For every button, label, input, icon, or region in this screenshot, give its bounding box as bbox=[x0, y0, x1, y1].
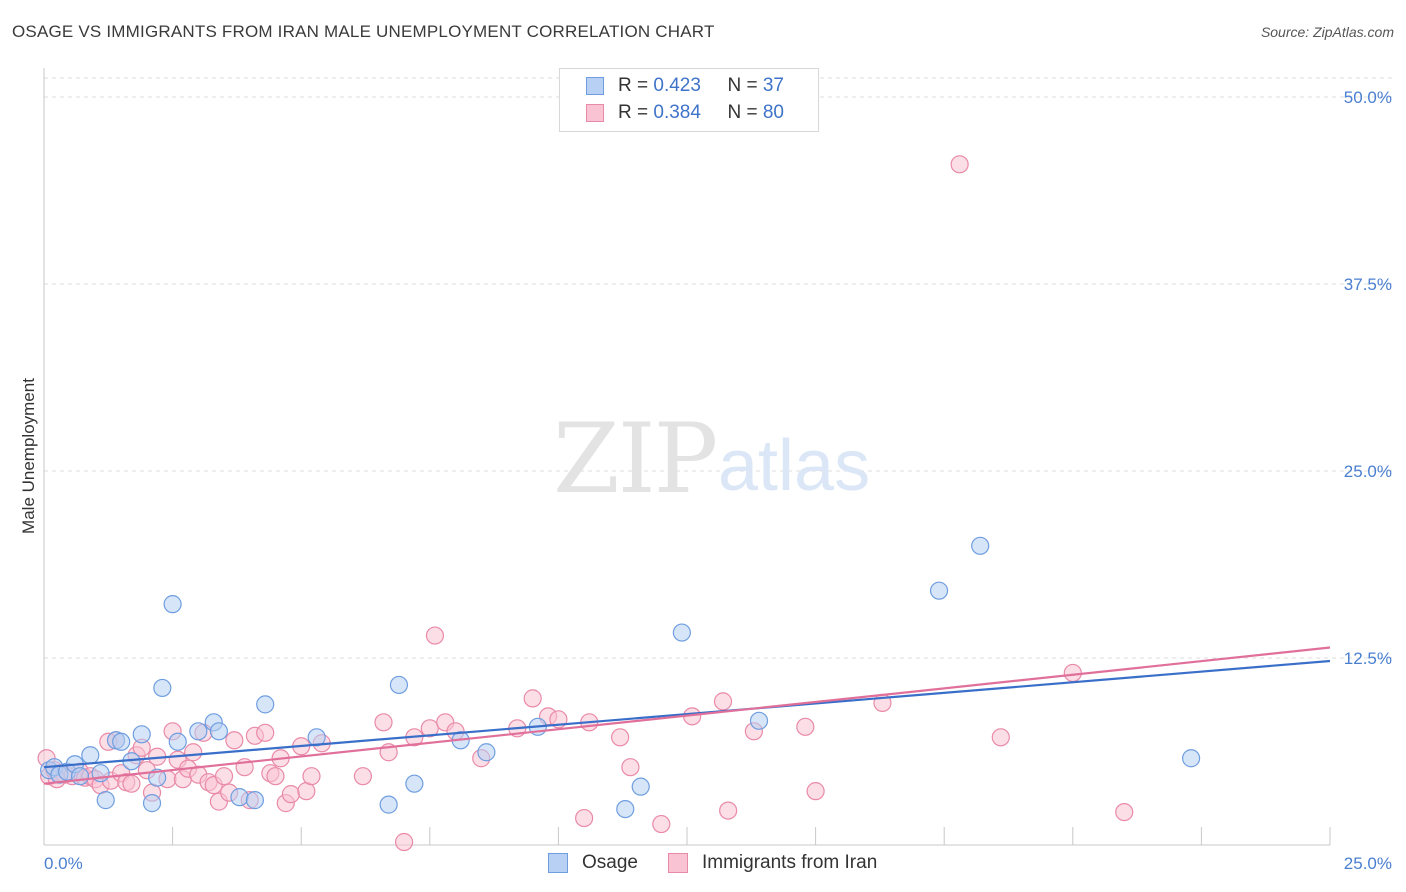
osage-point bbox=[631, 777, 650, 796]
osage-point bbox=[477, 743, 496, 762]
osage-n-value: 37 bbox=[762, 75, 784, 96]
watermark-zip: ZIP bbox=[553, 403, 716, 515]
iran-point bbox=[713, 692, 733, 711]
iran-point bbox=[523, 689, 542, 708]
iran-legend-swatch bbox=[668, 853, 688, 873]
iran-point bbox=[184, 743, 203, 762]
osage-point bbox=[163, 595, 182, 614]
osage-point bbox=[230, 788, 249, 807]
y-tick-label: 12.5% bbox=[1344, 649, 1392, 668]
iran-point bbox=[425, 626, 445, 645]
iran-point bbox=[420, 719, 439, 738]
osage-r-label: R = bbox=[618, 75, 654, 96]
y-tick-label: 50.0% bbox=[1344, 88, 1392, 107]
osage-point bbox=[96, 791, 115, 810]
iran-point bbox=[652, 814, 671, 834]
osage-n-label: N = bbox=[727, 75, 763, 96]
osage-point bbox=[616, 799, 635, 819]
iran-point bbox=[621, 758, 640, 777]
osage-point bbox=[929, 581, 949, 600]
iran-point bbox=[225, 731, 244, 750]
iran-point bbox=[394, 832, 414, 852]
osage-point bbox=[256, 695, 275, 714]
iran-point bbox=[214, 767, 234, 786]
osage-point bbox=[971, 536, 990, 555]
iran-r-label: R = bbox=[618, 102, 654, 123]
iran-point bbox=[1115, 802, 1134, 822]
osage-point bbox=[749, 711, 769, 730]
osage-legend-label: Osage bbox=[582, 852, 638, 873]
iran-point bbox=[950, 155, 969, 174]
osage-point bbox=[405, 774, 424, 793]
watermark: ZIP atlas bbox=[553, 403, 870, 515]
iran-n-value: 80 bbox=[762, 102, 784, 123]
y-axis-label: Male Unemployment bbox=[19, 378, 38, 534]
iran-point bbox=[806, 782, 825, 801]
osage-r-value: 0.423 bbox=[653, 75, 701, 96]
iran-point bbox=[611, 728, 630, 747]
osage-point bbox=[168, 732, 187, 751]
osage-point bbox=[189, 722, 208, 741]
iran-point bbox=[796, 717, 815, 736]
y-tick-label: 25.0% bbox=[1344, 462, 1392, 481]
iran-point bbox=[281, 785, 301, 804]
iran-swatch bbox=[586, 104, 604, 122]
osage-point bbox=[209, 722, 228, 741]
osage-point bbox=[1182, 749, 1201, 768]
iran-r-value: 0.384 bbox=[653, 102, 701, 123]
osage-point bbox=[132, 725, 151, 744]
iran-point bbox=[575, 808, 594, 828]
osage-point bbox=[81, 746, 100, 765]
osage-point bbox=[112, 732, 131, 751]
osage-swatch bbox=[586, 77, 604, 95]
osage-point bbox=[389, 675, 409, 695]
iran-point bbox=[266, 767, 285, 786]
trend-layer bbox=[43, 646, 1331, 785]
iran-point bbox=[122, 774, 141, 793]
osage-point bbox=[142, 794, 162, 813]
osage-point bbox=[153, 678, 172, 698]
correlation-legend: R = 0.423 N = 37 R = 0.384 N = 80 bbox=[559, 68, 819, 132]
grid-layer bbox=[44, 77, 1392, 659]
osage-point bbox=[70, 767, 90, 786]
iran-n-label: N = bbox=[727, 102, 763, 123]
osage-trend-line bbox=[43, 659, 1331, 769]
iran-point bbox=[353, 767, 373, 786]
iran-point bbox=[719, 801, 738, 820]
iran-trend-line bbox=[43, 646, 1331, 785]
iran-point bbox=[991, 728, 1010, 747]
chart-title: OSAGE VS IMMIGRANTS FROM IRAN MALE UNEMP… bbox=[12, 22, 715, 41]
iran-point bbox=[302, 767, 321, 786]
iran-legend-label: Immigrants from Iran bbox=[702, 852, 878, 873]
watermark-atlas: atlas bbox=[718, 426, 870, 506]
y-tick-label: 37.5% bbox=[1344, 275, 1392, 294]
iran-point bbox=[256, 723, 275, 742]
iran-point bbox=[1063, 663, 1082, 683]
source-label: Source: ZipAtlas.com bbox=[1260, 24, 1394, 40]
osage-point bbox=[672, 623, 691, 642]
osage-legend-swatch bbox=[548, 853, 568, 873]
x-tick-label-max: 25.0% bbox=[1344, 854, 1392, 873]
osage-point bbox=[148, 768, 167, 787]
osage-point bbox=[245, 791, 265, 810]
axis-layer: 12.5% 25.0% 37.5% 50.0% 0.0% 25.0% bbox=[43, 68, 1392, 873]
osage-point bbox=[379, 795, 398, 814]
iran-point bbox=[374, 713, 393, 732]
x-tick-label-min: 0.0% bbox=[44, 854, 83, 873]
